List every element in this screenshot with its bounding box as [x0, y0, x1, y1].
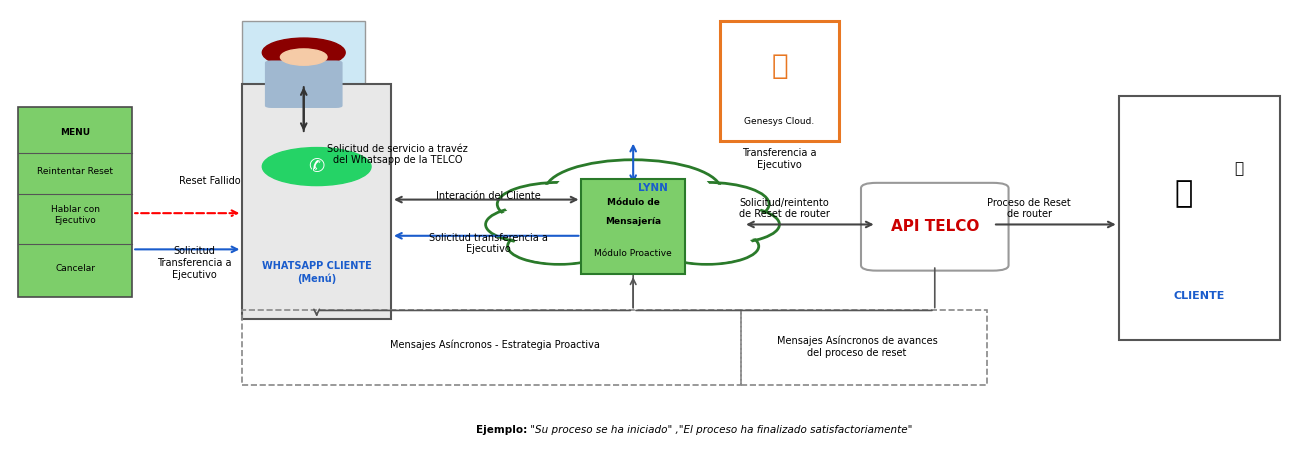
- Text: Solicitud de servicio a travéz
del Whatsapp de la TELCO: Solicitud de servicio a travéz del Whats…: [328, 143, 468, 165]
- Text: Solicitud/reintento
de Reset de router: Solicitud/reintento de Reset de router: [740, 198, 831, 219]
- Circle shape: [653, 185, 762, 223]
- Text: LYNN: LYNN: [638, 183, 667, 193]
- Circle shape: [662, 230, 753, 262]
- Text: Mensajería: Mensajería: [604, 218, 662, 227]
- Text: Módulo de: Módulo de: [607, 198, 659, 207]
- Circle shape: [493, 208, 588, 241]
- Text: Hablar con
Ejecutivo: Hablar con Ejecutivo: [51, 206, 100, 225]
- Bar: [242, 311, 741, 385]
- Circle shape: [655, 228, 759, 264]
- Circle shape: [590, 239, 676, 269]
- Text: 🎧: 🎧: [771, 52, 788, 81]
- Circle shape: [263, 38, 346, 67]
- Bar: [18, 107, 133, 297]
- Circle shape: [514, 230, 604, 262]
- Text: 📶: 📶: [1234, 161, 1243, 176]
- Text: CLIENTE: CLIENTE: [1174, 291, 1225, 301]
- FancyBboxPatch shape: [265, 60, 343, 108]
- Text: Ejemplo:: Ejemplo:: [476, 425, 526, 436]
- Text: Módulo Proactive: Módulo Proactive: [594, 249, 672, 258]
- Bar: [581, 179, 685, 274]
- Text: Reintentar Reset: Reintentar Reset: [38, 167, 113, 176]
- Circle shape: [281, 49, 328, 65]
- Text: "Su proceso se ha iniciado" ,"El proceso ha finalizado satisfactoriamente": "Su proceso se ha iniciado" ,"El proceso…: [526, 425, 913, 436]
- Bar: [741, 311, 987, 385]
- Text: Cancelar: Cancelar: [56, 264, 95, 273]
- Circle shape: [486, 206, 594, 244]
- Text: Mensajes Asíncronos de avances
del proceso de reset: Mensajes Asíncronos de avances del proce…: [776, 336, 937, 358]
- Text: Transferencia a
Ejecutivo: Transferencia a Ejecutivo: [742, 148, 816, 169]
- Circle shape: [504, 185, 614, 223]
- Circle shape: [498, 182, 621, 226]
- Bar: [1118, 96, 1280, 340]
- Text: MENU: MENU: [60, 128, 90, 137]
- Text: Reset Fallido: Reset Fallido: [179, 176, 240, 186]
- Circle shape: [507, 228, 611, 264]
- Circle shape: [677, 208, 774, 241]
- Text: Solicitud transferencia a
Ejecutivo: Solicitud transferencia a Ejecutivo: [429, 233, 547, 254]
- Text: Mensajes Asíncronos - Estrategia Proactiva: Mensajes Asíncronos - Estrategia Proacti…: [390, 339, 599, 349]
- Text: Genesys Cloud.: Genesys Cloud.: [745, 117, 815, 126]
- Text: ✆: ✆: [308, 157, 325, 176]
- Text: API TELCO: API TELCO: [891, 219, 979, 234]
- Circle shape: [645, 182, 770, 226]
- Circle shape: [671, 206, 780, 244]
- Circle shape: [584, 237, 682, 271]
- Text: 🏠: 🏠: [1175, 179, 1193, 208]
- Text: WHATSAPP CLIENTE
(Menú): WHATSAPP CLIENTE (Menú): [261, 262, 372, 284]
- Circle shape: [263, 147, 370, 185]
- Bar: [242, 21, 365, 134]
- Text: Proceso de Reset
de router: Proceso de Reset de router: [988, 198, 1071, 219]
- FancyBboxPatch shape: [861, 183, 1009, 271]
- Circle shape: [555, 164, 711, 218]
- Text: Solicitud
Transferencia a
Ejecutivo: Solicitud Transferencia a Ejecutivo: [157, 246, 231, 279]
- Bar: [242, 84, 391, 320]
- Circle shape: [545, 160, 722, 221]
- Bar: [720, 21, 838, 141]
- Text: Interación del Cliente: Interación del Cliente: [436, 191, 541, 202]
